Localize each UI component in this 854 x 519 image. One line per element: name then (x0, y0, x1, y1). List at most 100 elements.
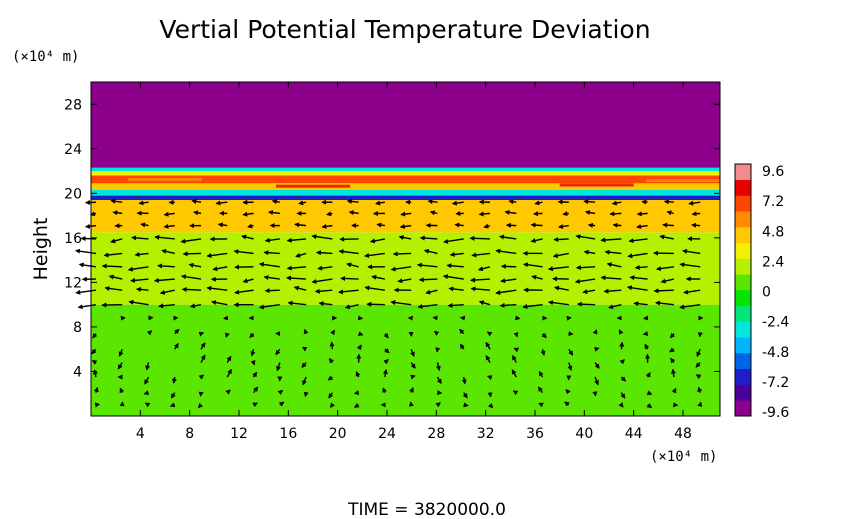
vector-arrow (226, 355, 232, 363)
vector-arrow (611, 200, 622, 206)
vector-arrow (612, 222, 622, 228)
vector-arrow (285, 275, 307, 281)
colorbar-tick-label: 4.8 (762, 224, 784, 240)
vector-arrow (390, 300, 412, 306)
vector-arrow (276, 362, 281, 372)
vector-arrow (522, 303, 543, 310)
y-tick-label: 8 (73, 320, 82, 336)
field-band-8 (91, 167, 720, 172)
colorbar-segment (735, 400, 751, 417)
vector-arrow (234, 289, 254, 295)
vector-arrow (627, 252, 648, 259)
vector-arrow (200, 342, 206, 350)
vector-arrow (541, 332, 547, 339)
vector-arrow (594, 346, 600, 352)
vector-arrow (603, 288, 622, 294)
vector-arrow (92, 333, 98, 339)
vector-arrow (158, 303, 175, 309)
vector-arrow (512, 390, 519, 396)
vector-arrow (646, 390, 653, 396)
colorbar-segment (735, 227, 751, 244)
vector-arrow (77, 303, 97, 310)
vector-arrow (197, 402, 204, 409)
vector-arrow (119, 387, 125, 394)
field-streak-2 (424, 176, 498, 180)
vector-arrow (646, 403, 653, 409)
y-tick-label: 20 (64, 186, 82, 202)
field-band-9 (91, 82, 720, 168)
vector-arrow (451, 200, 464, 206)
vector-arrow (355, 371, 361, 378)
vector-arrow (531, 274, 543, 280)
vector-arrow (311, 278, 333, 284)
vector-arrow (697, 386, 703, 393)
vector-arrow (459, 343, 465, 350)
vector-arrow (433, 330, 440, 336)
vector-arrow (91, 360, 98, 365)
vector-arrow (298, 200, 307, 206)
vector-arrow (594, 376, 599, 386)
vector-arrow (565, 389, 571, 395)
vector-arrow (679, 262, 701, 268)
colorbar-tick-label: 7.2 (762, 194, 784, 210)
vector-arrow (390, 266, 412, 272)
x-tick-label: 32 (477, 426, 495, 442)
vector-arrow (315, 250, 333, 256)
vector-arrow (110, 198, 123, 204)
x-tick-label: 28 (427, 426, 445, 442)
vector-arrow (477, 266, 491, 272)
vector-arrow (206, 285, 228, 291)
vector-arrow (606, 262, 622, 268)
vector-arrow (400, 211, 412, 217)
x-tick-label: 44 (625, 426, 643, 442)
vector-arrow (448, 286, 464, 292)
vector-arrow (636, 224, 648, 230)
vector-arrow (144, 402, 151, 408)
vector-arrow (200, 354, 206, 363)
x-tick-label: 48 (674, 426, 692, 442)
vector-arrow (338, 249, 359, 255)
vector-arrow (609, 211, 622, 217)
vector-arrow (180, 274, 202, 280)
vector-arrow (252, 386, 259, 394)
vector-arrow (103, 252, 123, 258)
field-streak-1 (276, 184, 350, 188)
vector-arrow (662, 222, 674, 228)
vector-arrow (356, 344, 362, 350)
vector-arrow (419, 235, 438, 241)
vector-arrow (417, 303, 438, 309)
vector-arrow (263, 275, 280, 280)
vector-arrow (286, 237, 307, 243)
vector-arrow (410, 374, 416, 380)
colorbar-segment (735, 353, 751, 370)
vector-arrow (669, 332, 676, 339)
vector-arrow (443, 238, 464, 244)
vector-arrow (642, 331, 649, 337)
vector-arrow (511, 369, 517, 378)
x-tick-label: 4 (136, 426, 145, 442)
field-band-4 (91, 189, 720, 196)
vector-arrow (383, 333, 389, 339)
vector-arrow (193, 210, 202, 216)
vector-arrow (182, 251, 202, 257)
vector-arrow (383, 358, 389, 365)
vector-arrow (382, 387, 388, 393)
colorbar-frame (734, 163, 752, 417)
vector-arrow (697, 401, 703, 408)
vector-arrow (75, 289, 97, 295)
vector-arrow (163, 211, 175, 217)
vector-arrow (353, 403, 360, 408)
vector-arrow (130, 277, 149, 283)
vector-arrow (633, 301, 648, 307)
vector-arrow (500, 278, 517, 284)
vector-arrow (629, 275, 648, 281)
vector-arrow (691, 222, 701, 228)
vector-arrow (252, 371, 258, 378)
vector-arrow (691, 211, 701, 217)
vector-arrow (575, 234, 596, 240)
vector-arrow (375, 200, 386, 206)
vector-arrow (427, 199, 438, 205)
y-tick-label: 16 (64, 231, 82, 247)
vector-arrow (241, 234, 254, 240)
vector-arrow (478, 300, 491, 306)
